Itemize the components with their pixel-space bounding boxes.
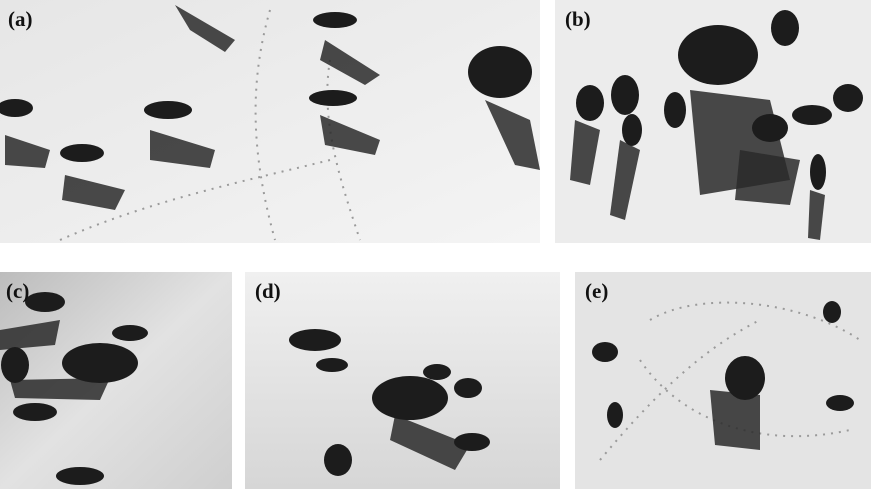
panel-d: (d) [245, 272, 560, 489]
panel-label: (d) [255, 279, 281, 303]
panel-a: (a) [0, 0, 540, 243]
panel-label: (a) [8, 7, 33, 31]
wolf [289, 329, 341, 351]
wolf [592, 342, 618, 362]
panel-b: (b) [555, 0, 871, 243]
bison [725, 356, 765, 400]
wolf [771, 10, 799, 46]
wolf [622, 114, 642, 146]
panel-c: (c) [0, 272, 232, 489]
wolf [56, 467, 104, 485]
wolf [810, 154, 826, 190]
wolf [313, 12, 357, 28]
wolf [13, 403, 57, 421]
wolf [454, 433, 490, 451]
wolf [607, 402, 623, 428]
panel-label: (b) [565, 7, 591, 31]
wolf [792, 105, 832, 125]
wolf [823, 301, 841, 323]
wolf [1, 347, 29, 383]
panel-label: (c) [6, 279, 29, 303]
wolf [25, 292, 65, 312]
wolf [826, 395, 854, 411]
wolf [752, 114, 788, 142]
panel-label: (e) [585, 279, 608, 303]
wolf [60, 144, 104, 162]
bison [468, 46, 532, 98]
wolf [664, 92, 686, 128]
wolf [454, 378, 482, 398]
wolf [112, 325, 148, 341]
panel-e: (e) [575, 272, 871, 489]
wolf [576, 85, 604, 121]
wolf [833, 84, 863, 112]
wolf [316, 358, 348, 372]
bison [678, 25, 758, 85]
wolf [324, 444, 352, 476]
photo-background [0, 0, 540, 243]
bison [372, 376, 448, 420]
shadow [710, 390, 760, 450]
bison [62, 343, 138, 383]
wolf [144, 101, 192, 119]
wolf [611, 75, 639, 115]
wolf [309, 90, 357, 106]
wolf [423, 364, 451, 380]
figure: (a) (b) (c) [0, 0, 871, 489]
